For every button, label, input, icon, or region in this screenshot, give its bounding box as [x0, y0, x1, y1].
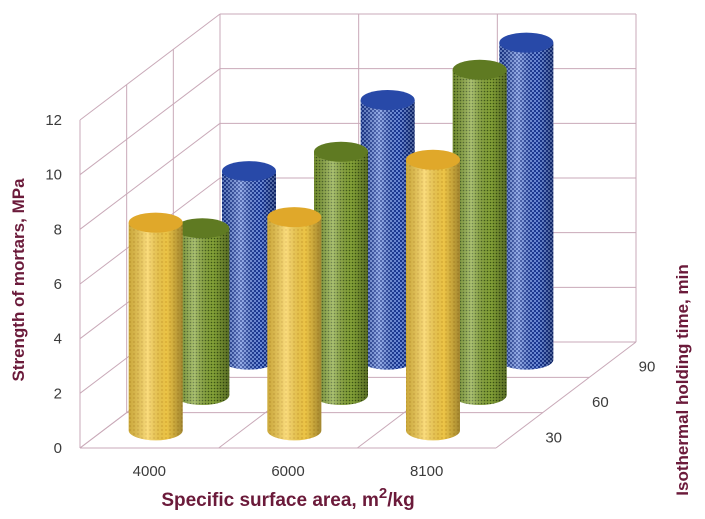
- bar-shading: [222, 171, 276, 370]
- bar-top: [222, 161, 276, 182]
- bar-shading: [406, 159, 460, 441]
- x-axis-title-tail: /kg: [387, 490, 414, 511]
- bar-top: [175, 218, 230, 239]
- bar-top: [128, 212, 183, 233]
- bar-cylinder: [128, 212, 183, 441]
- bar-cylinder: [360, 90, 415, 370]
- bar-shading: [128, 222, 183, 441]
- tick-labels: 0 2 4 6 8 10 12 4000 6000 8100 30 60 90: [45, 112, 655, 480]
- bar-cylinder: [499, 32, 554, 370]
- bar-shading: [267, 217, 322, 441]
- bar-shading: [360, 100, 415, 370]
- y-tick-label: 6: [54, 276, 62, 293]
- depth-axis-title: Isothermal holding time, min: [673, 264, 692, 495]
- side-gridline: [79, 122, 221, 230]
- y-tick-label: 0: [54, 440, 62, 457]
- bar-cylinder: [175, 218, 230, 405]
- depth-tick-label: 60: [592, 394, 609, 411]
- bar-top: [267, 207, 322, 228]
- bar-shading: [175, 228, 230, 405]
- bar-top: [499, 32, 554, 53]
- depth-tick-label: 30: [545, 429, 562, 446]
- y-tick-label: 8: [54, 221, 62, 238]
- bar-cylinder: [314, 141, 368, 405]
- bar-top: [314, 141, 368, 162]
- bar-cylinder: [222, 161, 276, 370]
- side-gridline: [79, 68, 221, 176]
- x-axis-title: Specific surface area, m2/kg: [161, 485, 414, 511]
- x-axis-title-main: Specific surface area, m: [161, 490, 379, 511]
- bar-cylinder: [267, 207, 322, 441]
- depth-tick-label: 90: [639, 359, 656, 376]
- y-tick-label: 4: [54, 331, 62, 348]
- bar-cylinder: [452, 59, 507, 405]
- bar-top: [360, 90, 415, 110]
- bar-shading: [314, 151, 368, 405]
- x-tick-label: 4000: [133, 463, 166, 480]
- y-tick-label: 12: [45, 112, 62, 129]
- bar-top: [406, 149, 460, 170]
- bar-top: [452, 59, 507, 80]
- y-tick-label: 10: [45, 167, 62, 184]
- bar-cylinder: [406, 149, 460, 441]
- bar-shading: [452, 69, 507, 405]
- side-gridline: [79, 13, 221, 121]
- bars: [128, 32, 554, 441]
- x-tick-label: 6000: [271, 463, 304, 480]
- x-tick-label: 8100: [410, 463, 443, 480]
- y-axis-title: Strength of mortars, MPa: [9, 178, 28, 382]
- floor-line: [495, 341, 637, 449]
- y-tick-label: 2: [54, 385, 62, 402]
- x-axis-title-superscript: 2: [379, 485, 387, 502]
- bar-shading: [499, 42, 554, 370]
